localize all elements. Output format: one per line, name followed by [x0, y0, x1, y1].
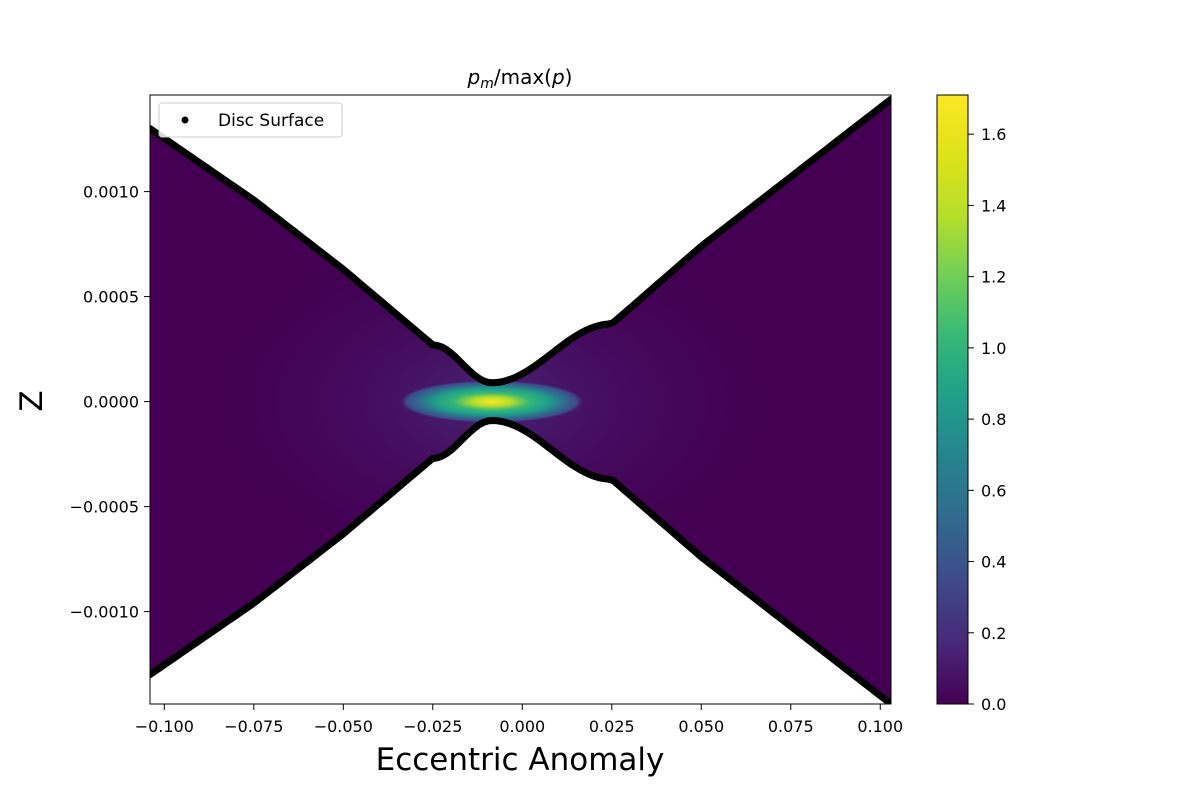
x-tick-label: 0.050	[678, 717, 724, 736]
x-tick-label: 0.100	[857, 717, 903, 736]
colorbar-tick-label: 1.0	[981, 339, 1006, 358]
y-tick-label: 0.0010	[83, 183, 139, 202]
plot-frame	[149, 94, 892, 705]
x-tick-label: −0.075	[224, 717, 283, 736]
heatmap-peak	[396, 379, 587, 424]
x-axis-label: Eccentric Anomaly	[376, 742, 665, 778]
colorbar-ticks: 0.0 0.2 0.4 0.6 0.8 1.0 1.2 1.4 1.6	[968, 125, 1006, 714]
legend: Disc Surface	[158, 102, 343, 138]
y-tick-label: 0.0000	[83, 393, 139, 412]
x-tick-label: −0.050	[314, 717, 373, 736]
x-tick-label: 0.025	[589, 717, 635, 736]
y-tick-label: −0.0005	[70, 498, 139, 517]
colorbar-tick-label: 0.0	[981, 695, 1006, 714]
legend-marker-disc-surface	[181, 116, 189, 124]
x-tick-label: 0.000	[499, 717, 545, 736]
plot-area	[150, 95, 891, 704]
colorbar-tick-label: 0.6	[981, 481, 1006, 500]
y-tick-label: −0.0010	[70, 603, 139, 622]
colorbar-tick-label: 1.4	[981, 196, 1006, 215]
colorbar-tick-label: 1.2	[981, 268, 1006, 287]
chart-title: pm/max(p)	[467, 65, 573, 92]
y-axis: 0.0010 0.0005 0.0000 −0.0005 −0.0010	[70, 183, 150, 622]
disc-surface-lower	[150, 416, 891, 704]
legend-box	[158, 102, 343, 138]
legend-label-disc-surface: Disc Surface	[218, 111, 324, 131]
disc-surface-upper	[150, 95, 891, 387]
y-axis-label: Z	[14, 390, 50, 411]
x-tick-label: −0.025	[403, 717, 462, 736]
x-tick-label: 0.075	[768, 717, 814, 736]
colorbar: 0.0 0.2 0.4 0.6 0.8 1.0 1.2 1.4 1.6	[936, 94, 1006, 714]
colorbar-tick-label: 0.8	[981, 410, 1006, 429]
y-tick-label: 0.0005	[83, 288, 139, 307]
colorbar-tick-label: 1.6	[981, 125, 1006, 144]
colorbar-tick-label: 0.2	[981, 624, 1006, 643]
x-axis: −0.100 −0.075 −0.050 −0.025 0.000 0.025 0.050 0…	[135, 704, 903, 736]
x-tick-label: −0.100	[135, 717, 194, 736]
colorbar-tick-label: 0.4	[981, 553, 1006, 572]
colorbar-gradient	[936, 94, 969, 705]
